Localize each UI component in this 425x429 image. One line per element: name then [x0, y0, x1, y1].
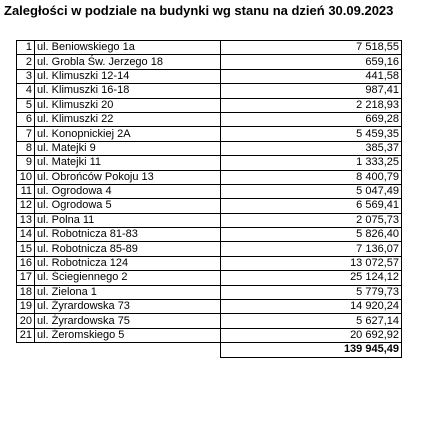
row-number: 7: [16, 126, 35, 142]
building-address: ul. Klimuszki 16-18: [34, 83, 221, 99]
arrears-amount: 5 826,40: [220, 227, 402, 243]
table-row: 2 ul. Grobla Św. Jerzego 18 659,16: [16, 54, 402, 70]
arrears-amount: 5 627,14: [220, 313, 402, 329]
arrears-amount: 7 518,55: [220, 39, 402, 56]
table-row: 5 ul. Klimuszki 20 2 218,93: [16, 97, 402, 113]
arrears-amount: 8 400,79: [220, 169, 402, 185]
row-number: 11: [16, 183, 35, 200]
table-row: 7 ul. Konopnickiej 2A 5 459,35: [16, 126, 402, 142]
building-address: ul. Grobla Św. Jerzego 18: [34, 54, 221, 70]
building-address: ul. Ogrodowa 5: [34, 198, 221, 214]
row-number: 18: [16, 284, 35, 301]
row-number: 15: [16, 241, 35, 257]
row-number: 4: [16, 83, 35, 99]
building-address: ul. Polna 11: [34, 212, 221, 229]
total-row: 139 945,49: [17, 342, 402, 358]
row-number: 6: [16, 111, 35, 128]
table-row: 4 ul. Klimuszki 16-18 987,41: [16, 83, 402, 99]
total-spacer: [35, 343, 221, 357]
arrears-amount: 1 333,25: [220, 155, 402, 171]
building-address: ul. Klimuszki 12-14: [34, 68, 221, 85]
row-number: 3: [16, 68, 35, 85]
building-address: ul. Żyrardowska 73: [34, 299, 221, 315]
row-number: 17: [16, 270, 35, 286]
row-number: 9: [16, 155, 35, 171]
building-address: ul. Matejki 9: [34, 140, 221, 157]
total-spacer: [17, 343, 35, 357]
table-row: 1 ul. Beniowskiego 1a 7 518,55: [16, 39, 402, 56]
table-row: 9 ul. Matejki 11 1 333,25: [16, 155, 402, 171]
table-row: 17 ul. Ściegiennego 2 25 124,12: [16, 270, 402, 286]
arrears-amount: 5 779,73: [220, 284, 402, 301]
table-row: 8 ul. Matejki 9 385,37: [16, 140, 402, 157]
row-number: 19: [16, 299, 35, 315]
table-row: 20 ul. Żyrardowska 75 5 627,14: [16, 313, 402, 329]
building-address: ul. Konopnickiej 2A: [34, 126, 221, 142]
building-address: ul. Robotnicza 85-89: [34, 241, 221, 257]
arrears-amount: 13 072,57: [220, 255, 402, 272]
table-row: 13 ul. Polna 11 2 075,73: [16, 212, 402, 229]
table-row: 3 ul. Klimuszki 12-14 441,58: [16, 68, 402, 85]
arrears-amount: 669,28: [220, 111, 402, 128]
row-number: 10: [16, 169, 35, 185]
row-number: 12: [16, 198, 35, 214]
arrears-table-body: 1 ul. Beniowskiego 1a 7 518,55 2 ul. Grobla …: [16, 39, 402, 358]
arrears-amount: 14 920,24: [220, 299, 402, 315]
table-row: 16 ul. Robotnicza 124 13 072,57: [16, 255, 402, 272]
arrears-amount: 25 124,12: [220, 270, 402, 286]
arrears-amount: 6 569,41: [220, 198, 402, 214]
row-number: 20: [16, 313, 35, 329]
row-number: 16: [16, 255, 35, 272]
arrears-amount: 385,37: [220, 140, 402, 157]
building-address: ul. Obrońców Pokoju 13: [34, 169, 221, 185]
table-row: 14 ul. Robotnicza 81-83 5 826,40: [16, 227, 402, 243]
row-number: 8: [16, 140, 35, 157]
arrears-amount: 2 218,93: [220, 97, 402, 113]
arrears-amount: 20 692,92: [220, 327, 402, 344]
arrears-amount: 987,41: [220, 83, 402, 99]
arrears-amount: 659,16: [220, 54, 402, 70]
arrears-amount: 5 047,49: [220, 183, 402, 200]
row-number: 1: [16, 39, 35, 56]
building-address: ul. Klimuszki 20: [34, 97, 221, 113]
arrears-amount: 7 136,07: [220, 241, 402, 257]
table-row: 6 ul. Klimuszki 22 669,28: [16, 111, 402, 128]
row-number: 5: [16, 97, 35, 113]
arrears-amount: 2 075,73: [220, 212, 402, 229]
table-row: 21 ul. Żeromskiego 5 20 692,92: [16, 327, 402, 344]
building-address: ul. Robotnicza 81-83: [34, 227, 221, 243]
table-row: 15 ul. Robotnicza 85-89 7 136,07: [16, 241, 402, 257]
row-number: 13: [16, 212, 35, 229]
arrears-amount: 5 459,35: [220, 126, 402, 142]
row-number: 2: [16, 54, 35, 70]
table-row: 10 ul. Obrońców Pokoju 13 8 400,79: [16, 169, 402, 185]
arrears-table: 1 ul. Beniowskiego 1a 7 518,55 2 ul. Grobla …: [16, 39, 402, 358]
building-address: ul. Robotnicza 124: [34, 255, 221, 272]
page-title: Zaległości w podziale na budynki wg stan…: [4, 3, 394, 18]
building-address: ul. Żyrardowska 75: [34, 313, 221, 329]
row-number: 21: [16, 327, 35, 344]
building-address: ul. Żeromskiego 5: [34, 327, 221, 344]
building-address: ul. Matejki 11: [34, 155, 221, 171]
row-number: 14: [16, 227, 35, 243]
arrears-amount: 441,58: [220, 68, 402, 85]
total-amount: 139 945,49: [220, 342, 402, 358]
building-address: ul. Ogrodowa 4: [34, 183, 221, 200]
table-row: 19 ul. Żyrardowska 73 14 920,24: [16, 299, 402, 315]
building-address: ul. Klimuszki 22: [34, 111, 221, 128]
building-address: ul. Ściegiennego 2: [34, 270, 221, 286]
building-address: ul. Zielona 1: [34, 284, 221, 301]
building-address: ul. Beniowskiego 1a: [34, 39, 221, 56]
